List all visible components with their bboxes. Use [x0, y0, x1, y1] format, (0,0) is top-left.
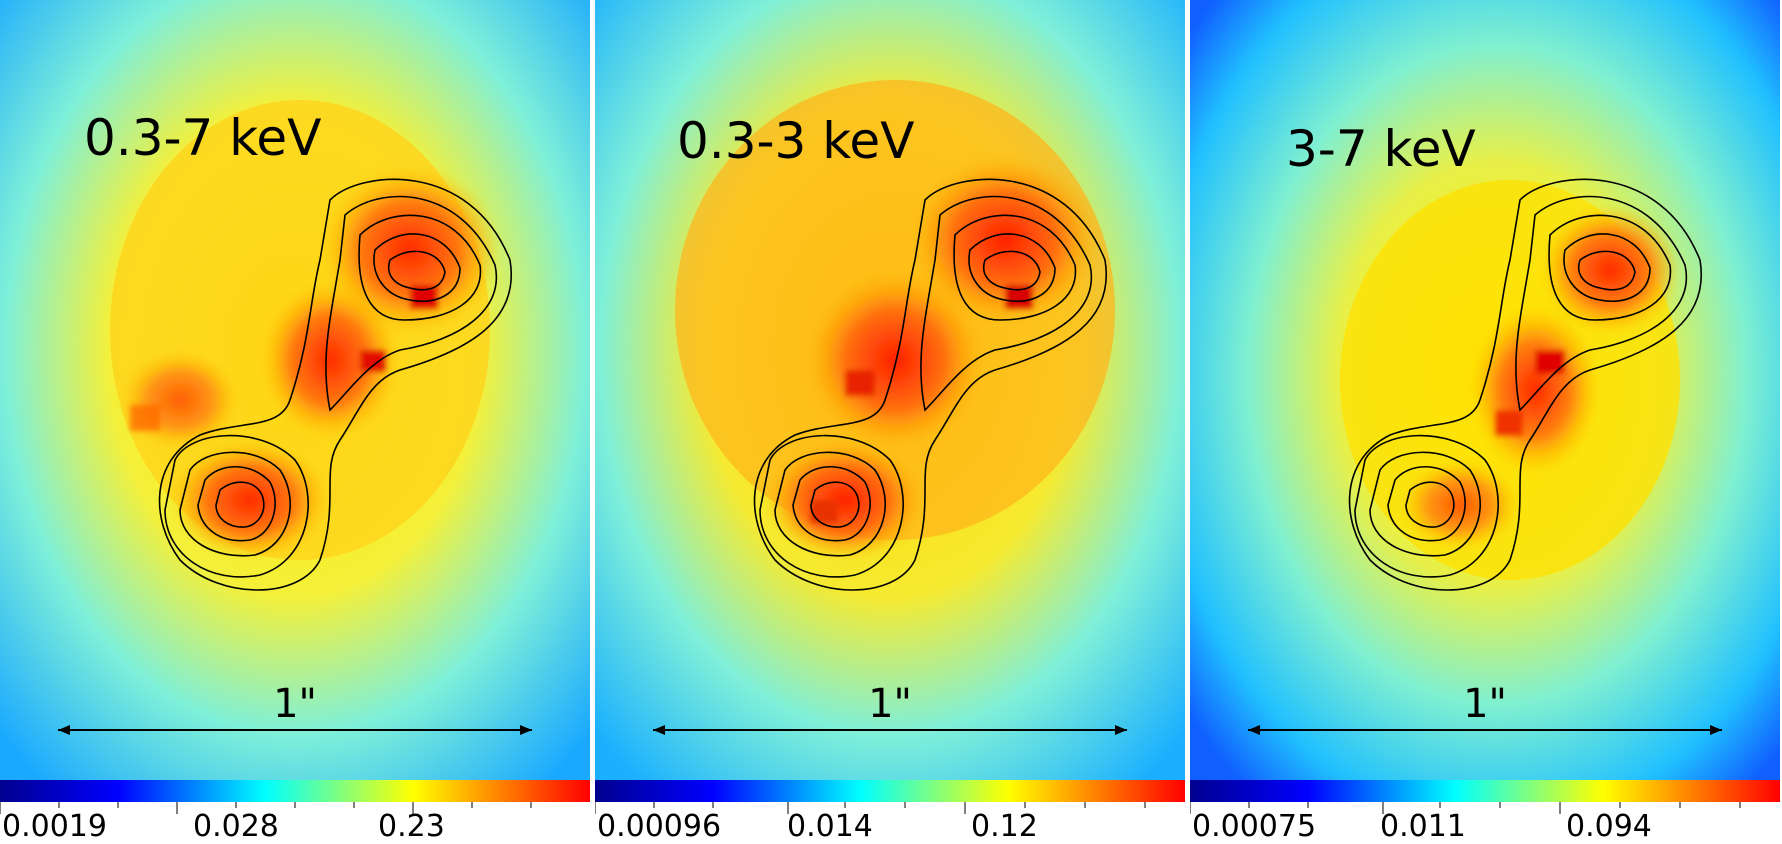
- colorbar-label: 0.00075: [1192, 809, 1317, 844]
- colorbar-label: 0.014: [787, 809, 873, 844]
- scale-bar-label: 1": [1463, 681, 1507, 727]
- image-panel-soft-band: 0.3-3 keV 1" 0.00096 0.014 0.12: [595, 0, 1185, 844]
- colorbar-label: 0.00096: [597, 809, 722, 844]
- colorbar: [1190, 780, 1780, 802]
- colorbar-ticks: [1190, 802, 1741, 814]
- band-label: 0.3-7 keV: [84, 109, 322, 167]
- colorbar-ticks: [0, 802, 532, 814]
- scale-bar-label: 1": [868, 681, 912, 727]
- colorbar-label: 0.028: [193, 809, 279, 844]
- xray-image-hard-band: [1190, 0, 1780, 780]
- image-panel-full-band: 0.3-7 keV 1" 0.0019 0.028 0.23: [0, 0, 590, 844]
- xray-image-full-band: [0, 0, 590, 780]
- colorbar-label: 0.23: [378, 809, 445, 844]
- colorbar-ticks: [595, 802, 1146, 814]
- colorbar-label: 0.011: [1380, 809, 1466, 844]
- contours: [1348, 178, 1703, 591]
- colorbar: [595, 780, 1185, 802]
- contours: [753, 178, 1108, 591]
- image-panel-hard-band: 3-7 keV 1" 0.00075 0.011 0.094: [1190, 0, 1780, 844]
- contours: [158, 178, 513, 591]
- colorbar: [0, 780, 590, 802]
- colorbar-label: 0.0019: [2, 809, 107, 844]
- band-label: 0.3-3 keV: [677, 112, 915, 170]
- scale-bar-label: 1": [273, 681, 317, 727]
- band-label: 3-7 keV: [1286, 120, 1476, 178]
- colorbar-label: 0.12: [971, 809, 1038, 844]
- xray-image-soft-band: [595, 0, 1185, 780]
- colorbar-label: 0.094: [1566, 809, 1652, 844]
